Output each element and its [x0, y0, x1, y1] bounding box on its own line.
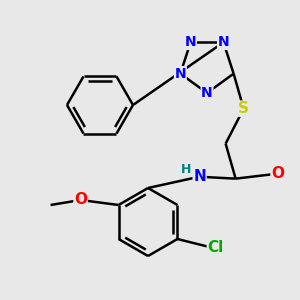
Text: O: O: [74, 193, 87, 208]
Text: N: N: [218, 35, 229, 49]
Text: O: O: [271, 166, 284, 181]
Text: S: S: [238, 101, 249, 116]
Text: N: N: [193, 169, 206, 184]
Text: N: N: [201, 86, 213, 100]
Text: H: H: [180, 163, 191, 176]
Text: Cl: Cl: [207, 239, 224, 254]
Text: N: N: [185, 35, 197, 49]
Text: N: N: [175, 67, 186, 81]
